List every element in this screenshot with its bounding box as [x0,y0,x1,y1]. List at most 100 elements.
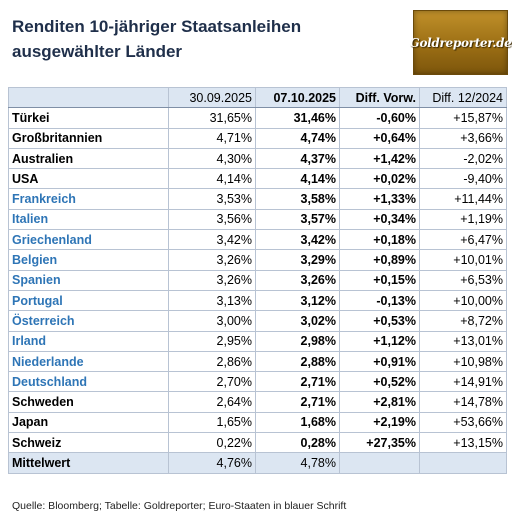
yield-30-09-2025: 3,26% [168,269,256,291]
diff-12-2024: +1,19% [419,208,507,231]
table-row: Japan 1,65% 1,68% +2,19% +53,66% [8,411,507,434]
table-row: Italien 3,56% 3,57% +0,34% +1,19% [8,208,507,231]
diff-12-2024: +3,66% [419,127,507,149]
yield-07-10-2025: 3,57% [255,208,340,231]
yield-30-09-2025: 4,71% [168,127,256,149]
yield-07-10-2025: 3,02% [255,310,340,332]
country-name: Griechenland [8,229,169,251]
diff-prev-week: +27,35% [339,432,420,454]
diff-12-2024: +10,00% [419,289,507,312]
diff-prev-week: +0,02% [339,168,420,190]
table-header-row: 30.09.2025 07.10.2025 Diff. Vorw. Diff. … [8,86,507,109]
diff-prev-week: -0,13% [339,289,420,312]
diff-12-2024: +11,44% [419,188,507,210]
yield-30-09-2025: 3,53% [168,188,256,210]
diff-12-2024: -9,40% [419,168,507,190]
yield-07-10-2025: 2,71% [255,391,340,413]
country-name: Niederlande [8,350,169,373]
diff-prev-week: +1,42% [339,147,420,170]
goldreporter-logo: Goldreporter.de [410,10,512,75]
country-name: Deutschland [8,371,169,393]
table-row: Niederlande 2,86% 2,88% +0,91% +10,98% [8,350,507,373]
title-line-1: Renditen 10-jähriger Staatsanleihen [12,17,302,36]
country-name: Schweden [8,391,169,413]
yield-07-10-2025: 1,68% [255,411,340,434]
diff-12-2024: +10,98% [419,350,507,373]
diff-prev-week: +0,91% [339,350,420,373]
yield-30-09-2025: 2,95% [168,330,256,352]
yield-07-10-2025: 3,29% [255,249,340,271]
yield-30-09-2025: 3,00% [168,310,256,332]
diff-prev-week: +2,81% [339,391,420,413]
country-name: Belgien [8,249,169,271]
yield-30-09-2025: 3,26% [168,249,256,271]
header-date-2: 07.10.2025 [255,86,340,109]
table-row: Deutschland 2,70% 2,71% +0,52% +14,91% [8,371,507,393]
header-diff-prev: Diff. Vorw. [339,86,420,109]
yield-30-09-2025: 3,13% [168,289,256,312]
diff-prev-week: -0,60% [339,107,420,129]
header-date-1: 30.09.2025 [168,86,256,109]
yield-30-09-2025: 4,14% [168,168,256,190]
table-row: Belgien 3,26% 3,29% +0,89% +10,01% [8,249,507,271]
table-title: Renditen 10-jähriger Staatsanleihen ausg… [12,14,402,64]
country-name: Österreich [8,310,169,332]
title-line-2: ausgewählter Länder [12,42,183,61]
yield-07-10-2025: 4,74% [255,127,340,149]
diff-prev-week: +0,89% [339,249,420,271]
table-row: Türkei 31,65% 31,46% -0,60% +15,87% [8,107,507,129]
yields-table: 30.09.2025 07.10.2025 Diff. Vorw. Diff. … [8,86,507,474]
yield-30-09-2025: 1,65% [168,411,256,434]
yield-07-10-2025: 2,98% [255,330,340,352]
diff-prev-week: +1,12% [339,330,420,352]
diff-prev-week: +0,64% [339,127,420,149]
diff-12-2024: +13,15% [419,432,507,454]
diff-prev-week: +0,53% [339,310,420,332]
mean-30-09-2025: 4,76% [168,452,256,474]
table-row: Schweden 2,64% 2,71% +2,81% +14,78% [8,391,507,413]
table-row: Frankreich 3,53% 3,58% +1,33% +11,44% [8,188,507,210]
yield-30-09-2025: 2,64% [168,391,256,413]
yield-30-09-2025: 3,56% [168,208,256,231]
country-name: Italien [8,208,169,231]
mean-row: Mittelwert 4,76% 4,78% [8,452,507,474]
yield-07-10-2025: 4,37% [255,147,340,170]
yield-07-10-2025: 3,12% [255,289,340,312]
mean-diff-year [419,452,507,474]
diff-12-2024: -2,02% [419,147,507,170]
diff-12-2024: +8,72% [419,310,507,332]
country-name: Australien [8,147,169,170]
country-name: Türkei [8,107,169,129]
diff-12-2024: +6,53% [419,269,507,291]
diff-12-2024: +13,01% [419,330,507,352]
header-diff-year: Diff. 12/2024 [419,86,507,109]
diff-12-2024: +14,78% [419,391,507,413]
diff-12-2024: +6,47% [419,229,507,251]
diff-prev-week: +2,19% [339,411,420,434]
table-row: Portugal 3,13% 3,12% -0,13% +10,00% [8,289,507,312]
yield-30-09-2025: 31,65% [168,107,256,129]
yield-30-09-2025: 3,42% [168,229,256,251]
table-row: Irland 2,95% 2,98% +1,12% +13,01% [8,330,507,352]
country-name: Portugal [8,289,169,312]
yield-30-09-2025: 2,70% [168,371,256,393]
diff-12-2024: +15,87% [419,107,507,129]
yield-30-09-2025: 2,86% [168,350,256,373]
diff-prev-week: +1,33% [339,188,420,210]
yield-07-10-2025: 3,42% [255,229,340,251]
yield-07-10-2025: 3,26% [255,269,340,291]
yield-30-09-2025: 4,30% [168,147,256,170]
table-row: Großbritannien 4,71% 4,74% +0,64% +3,66% [8,127,507,149]
country-name: Japan [8,411,169,434]
yield-07-10-2025: 2,71% [255,371,340,393]
diff-prev-week: +0,52% [339,371,420,393]
table-row: Spanien 3,26% 3,26% +0,15% +6,53% [8,269,507,291]
yield-07-10-2025: 31,46% [255,107,340,129]
header-country [8,86,169,109]
diff-prev-week: +0,18% [339,229,420,251]
yield-07-10-2025: 3,58% [255,188,340,210]
diff-prev-week: +0,34% [339,208,420,231]
yield-30-09-2025: 0,22% [168,432,256,454]
table-row: USA 4,14% 4,14% +0,02% -9,40% [8,168,507,190]
country-name: Irland [8,330,169,352]
